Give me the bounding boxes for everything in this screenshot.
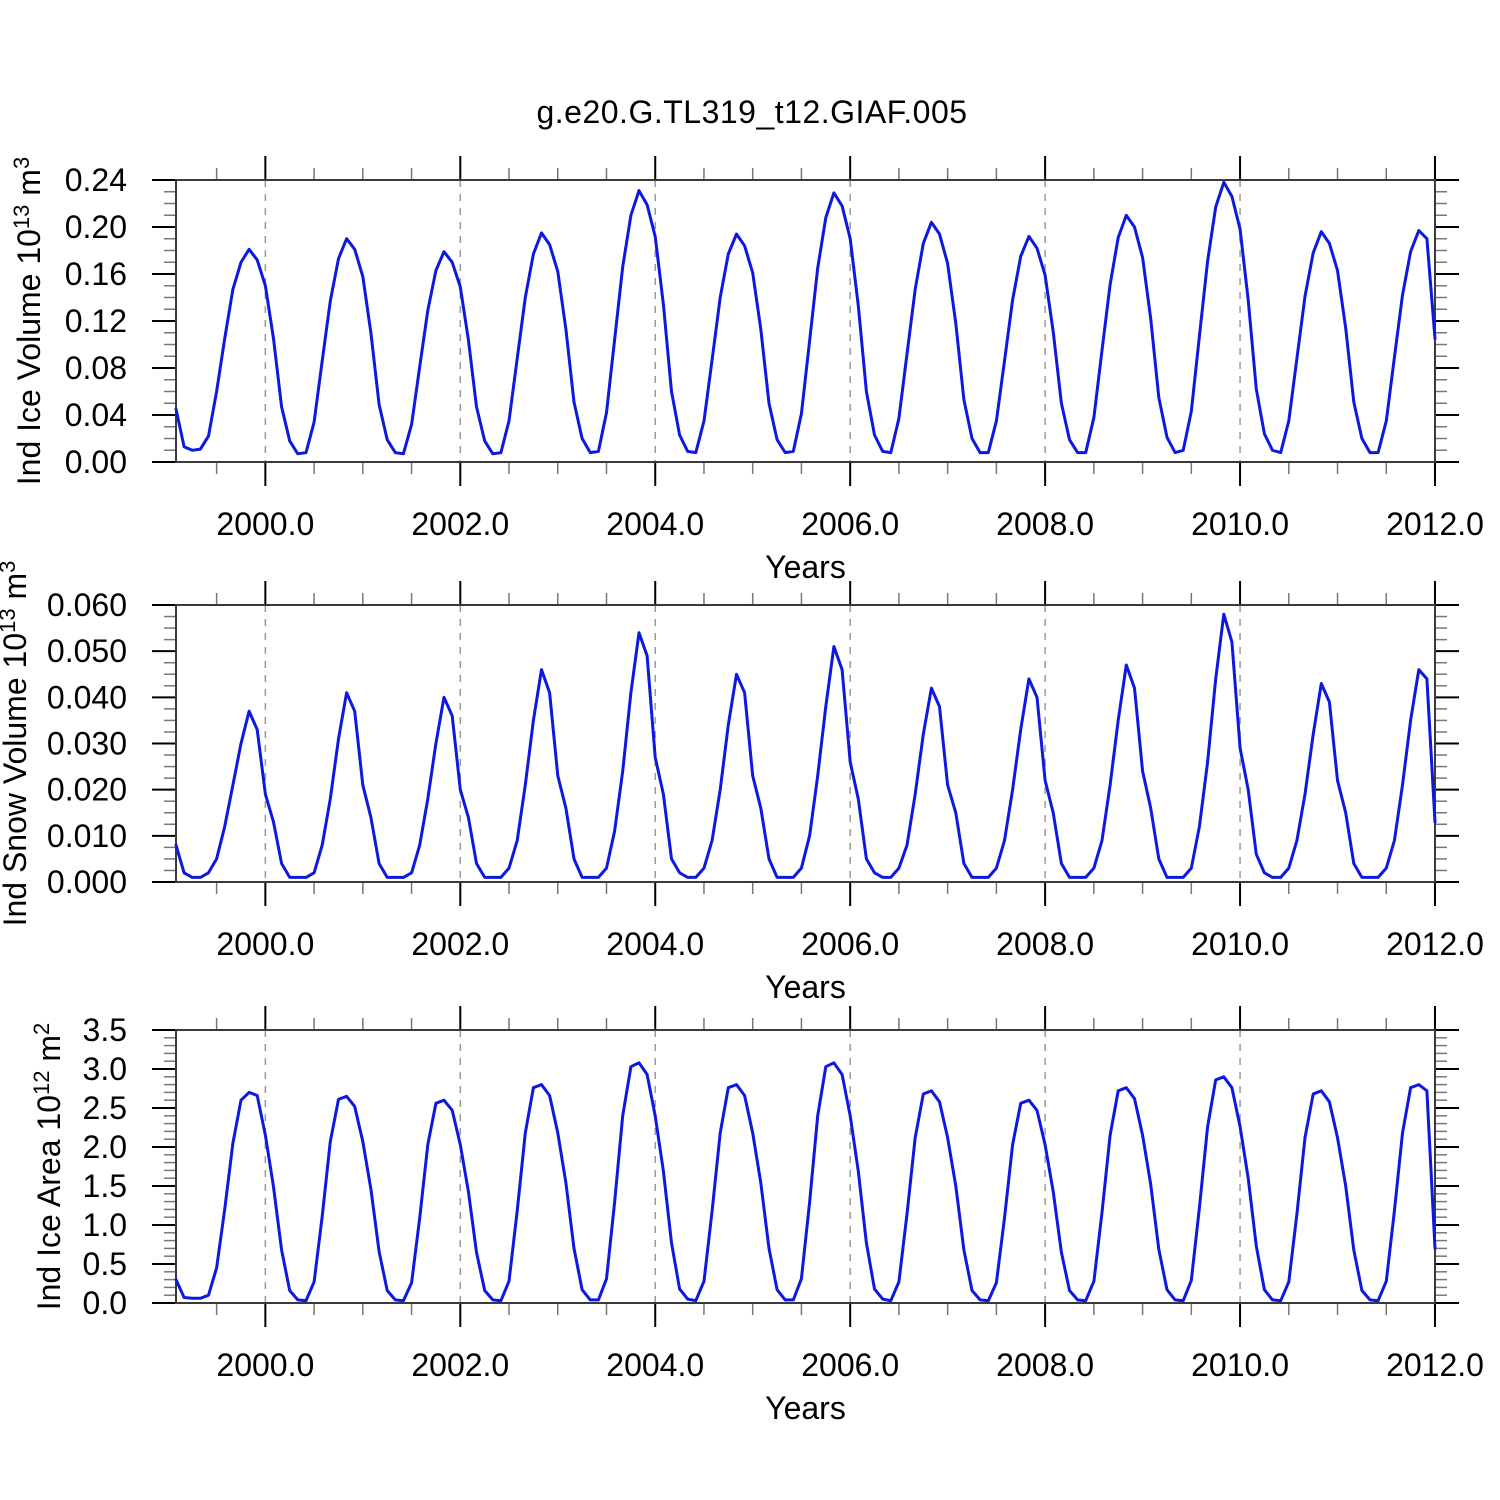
ind-ice-area-xtick-label: 2004.0	[606, 1347, 704, 1383]
ind-snow-volume-xtick-label: 2004.0	[606, 926, 704, 962]
ind-snow-volume-x-gridlines	[264, 605, 1241, 882]
ind-ice-volume-ytick-label: 0.12	[65, 303, 127, 339]
ind-snow-volume-xtick-label: 2008.0	[996, 926, 1094, 962]
ind-ice-area-ytick-label: 2.0	[83, 1129, 127, 1165]
ind-ice-area-xtick-label: 2000.0	[216, 1347, 314, 1383]
ind-ice-area-series-line	[174, 1061, 1437, 1303]
ind-ice-area-yaxis-title: Ind Ice Area 1012 m2	[29, 1023, 67, 1311]
ind-snow-volume-xtick-label: 2002.0	[411, 926, 509, 962]
ind-ice-area-ticks	[152, 1006, 1459, 1327]
ind-ice-volume-xtick-label: 2008.0	[996, 506, 1094, 542]
ind-ice-volume-ytick-label: 0.08	[65, 350, 127, 386]
ind-ice-area-x-gridlines	[264, 1030, 1241, 1303]
ind-snow-volume-xtick-label: 2012.0	[1386, 926, 1484, 962]
panel-ind-ice-volume: 0.00 0.04 0.08 0.12 0.16 0.20 0.24 2000.0 2002.0…	[9, 156, 1484, 585]
ind-ice-volume-xtick-label: 2002.0	[411, 506, 509, 542]
ind-ice-volume-xtick-label: 2010.0	[1191, 506, 1289, 542]
ind-snow-volume-ytick-label: 0.020	[47, 772, 127, 808]
ind-ice-area-ytick-label: 3.5	[83, 1012, 127, 1048]
ind-ice-volume-ytick-label: 0.20	[65, 209, 127, 245]
ind-ice-volume-xtick-label: 2000.0	[216, 506, 314, 542]
ind-snow-volume-ytick-label: 0.010	[47, 818, 127, 854]
ind-ice-volume-ytick-label: 0.00	[65, 444, 127, 480]
ind-ice-volume-xtick-label: 2006.0	[801, 506, 899, 542]
ind-ice-volume-xtick-label: 2012.0	[1386, 506, 1484, 542]
panel-ind-ice-area: 0.00.51.01.52.02.53.03.5 2000.0 2002.0 2004…	[29, 1006, 1484, 1426]
ind-ice-area-xtick-label: 2008.0	[996, 1347, 1094, 1383]
ind-snow-volume-xtick-label: 2000.0	[216, 926, 314, 962]
ind-ice-area-xtick-label: 2002.0	[411, 1347, 509, 1383]
ind-snow-volume-ytick-label: 0.030	[47, 726, 127, 762]
ind-ice-area-ytick-label: 0.5	[83, 1246, 127, 1282]
ind-ice-volume-frame	[175, 179, 1436, 463]
ind-snow-volume-frame	[175, 604, 1436, 883]
ind-ice-volume-xaxis-title: Years	[765, 549, 846, 585]
ind-snow-volume-xtick-label: 2010.0	[1191, 926, 1289, 962]
ind-ice-area-ytick-label: 1.5	[83, 1168, 127, 1204]
ind-ice-area-xtick-label: 2010.0	[1191, 1347, 1289, 1383]
ind-ice-area-xtick-label: 2012.0	[1386, 1347, 1484, 1383]
ind-snow-volume-ytick-label: 0.000	[47, 864, 127, 900]
ind-snow-volume-ytick-label: 0.050	[47, 633, 127, 669]
ind-ice-area-ytick-label: 1.0	[83, 1207, 127, 1243]
ind-snow-volume-xaxis-title: Years	[765, 969, 846, 1005]
ind-snow-volume-ytick-label: 0.060	[47, 587, 127, 623]
ind-snow-volume-ytick-label: 0.040	[47, 679, 127, 715]
ind-ice-area-ytick-label: 0.0	[83, 1285, 127, 1321]
ind-ice-volume-ticks	[152, 156, 1459, 486]
ind-ice-volume-ytick-label: 0.04	[65, 397, 127, 433]
ind-ice-volume-series-line	[174, 180, 1437, 456]
ind-snow-volume-xtick-label: 2006.0	[801, 926, 899, 962]
ind-snow-volume-ticks	[152, 581, 1459, 906]
ind-snow-volume-yaxis-title: Ind Snow Volume 1013 m3	[0, 561, 33, 927]
ind-ice-volume-yaxis-title: Ind Ice Volume 1013 m3	[9, 157, 47, 485]
chart-title: g.e20.G.TL319_t12.GIAF.005	[536, 94, 968, 130]
ind-ice-area-frame	[175, 1029, 1436, 1304]
ind-ice-volume-ytick-label: 0.16	[65, 256, 127, 292]
ind-ice-volume-xtick-label: 2004.0	[606, 506, 704, 542]
ind-ice-volume-ytick-label: 0.24	[65, 162, 127, 198]
ind-ice-area-ytick-label: 2.5	[83, 1090, 127, 1126]
ind-ice-area-ytick-label: 3.0	[83, 1051, 127, 1087]
ind-ice-area-xaxis-title: Years	[765, 1390, 846, 1426]
ind-snow-volume-series-line	[174, 612, 1437, 879]
ind-ice-area-xtick-label: 2006.0	[801, 1347, 899, 1383]
panel-ind-snow-volume: 0.000 0.010 0.020 0.030 0.040 0.050 0.060 2000.…	[0, 561, 1484, 1005]
